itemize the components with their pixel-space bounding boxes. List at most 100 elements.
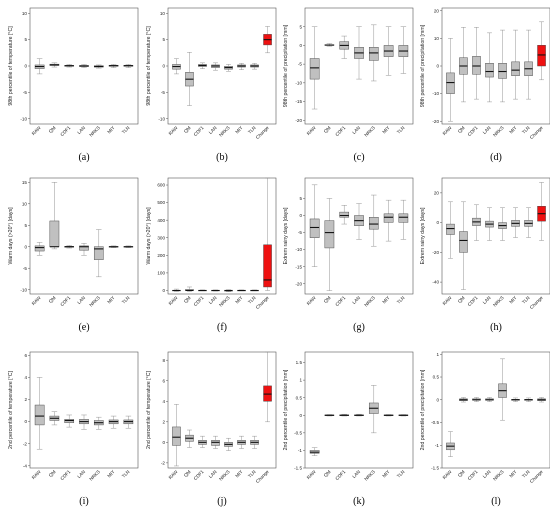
plot-frame bbox=[167, 7, 277, 125]
x-tick-label: RAW bbox=[442, 295, 453, 306]
x-tick-label: Change bbox=[529, 295, 544, 310]
box-cdf1 bbox=[339, 211, 350, 218]
y-tick-label: 0 bbox=[436, 64, 439, 69]
x-tick-label: NRKS bbox=[363, 125, 376, 138]
x-tick-label: MIY bbox=[106, 125, 115, 134]
y-tick-label: 2 bbox=[24, 397, 27, 402]
x-tick-label: TLN bbox=[247, 469, 257, 479]
box-cdf1 bbox=[64, 419, 75, 423]
y-tick-label: -1 bbox=[298, 448, 303, 453]
y-tick-label: -20 bbox=[432, 119, 439, 124]
y-tick-label: 0 bbox=[24, 419, 27, 424]
x-tick-label: MIY bbox=[106, 469, 115, 478]
y-tick-label: -5 bbox=[23, 266, 28, 271]
y-tick-label: 500 bbox=[157, 200, 165, 205]
x-tick-label: NRKS bbox=[88, 469, 101, 482]
box-miy bbox=[383, 213, 394, 223]
y-tick-label: -4 bbox=[23, 463, 28, 468]
x-tick-label: QM bbox=[183, 469, 192, 478]
y-tick-label: 0.5 bbox=[433, 375, 440, 380]
x-tick-label: TLN bbox=[247, 125, 257, 135]
x-tick-label: CDF1 bbox=[193, 295, 205, 307]
x-tick-label: NRKS bbox=[88, 125, 101, 138]
x-tick-label: NRKS bbox=[363, 469, 376, 482]
x-tick-label: RAW bbox=[306, 295, 317, 306]
x-tick-label: Change bbox=[255, 469, 270, 484]
panel-label: (a) bbox=[78, 152, 89, 163]
y-tick-label: 15 bbox=[22, 180, 28, 185]
y-tick-label: -10 bbox=[295, 247, 302, 252]
plot-frame bbox=[29, 177, 139, 295]
x-tick-label: Change bbox=[529, 469, 544, 484]
plot-frame bbox=[441, 351, 550, 469]
y-tick-label: 1 bbox=[436, 352, 439, 357]
x-tick-label: MIY bbox=[508, 295, 517, 304]
box-raw bbox=[34, 245, 45, 252]
x-tick-label: TLN bbox=[396, 295, 406, 305]
x-tick-label: NRKS bbox=[218, 295, 231, 308]
x-tick-label: MIY bbox=[381, 295, 390, 304]
x-tick-label: TLN bbox=[121, 469, 131, 479]
x-tick-label: CDF1 bbox=[334, 295, 346, 307]
x-tick-label: NRKS bbox=[492, 469, 505, 482]
panel-label: (e) bbox=[78, 322, 89, 333]
y-tick-label: -5 bbox=[23, 90, 28, 95]
x-tick-label: LAN bbox=[351, 469, 361, 479]
x-tick-label: LAN bbox=[482, 295, 492, 305]
y-tick-label: 5 bbox=[299, 24, 302, 29]
chart-panel-i: -4 -2 0 2 4 6 2nd percentile of temperature [°… bbox=[8, 351, 139, 507]
y-tick-label: -20 bbox=[295, 118, 302, 123]
x-tick-label: LAN bbox=[76, 295, 86, 305]
chart-panel-d: -20 -10 0 10 20 98th percentile of precipitat… bbox=[420, 7, 550, 163]
x-tick-label: NRKS bbox=[492, 125, 505, 138]
x-tick-label: RAW bbox=[31, 469, 42, 480]
y-tick-label: 0 bbox=[162, 440, 165, 445]
plot-frame bbox=[167, 177, 277, 295]
x-tick-label: CDF1 bbox=[467, 295, 479, 307]
chart-panel-e: -10 -5 0 5 10 15 Warm days (>20°) [days] RAW QM C… bbox=[8, 177, 139, 333]
x-tick-label: CDF1 bbox=[467, 469, 479, 481]
chart-panel-j: -2 0 2 4 6 8 2nd percentile of temperature [°C… bbox=[146, 351, 277, 507]
box-change bbox=[537, 45, 546, 67]
x-tick-label: MIY bbox=[508, 469, 517, 478]
x-tick-label: CDF1 bbox=[467, 125, 479, 137]
y-tick-label: -5 bbox=[161, 90, 166, 95]
y-tick-label: 0 bbox=[24, 64, 27, 69]
x-tick-label: QM bbox=[323, 295, 332, 304]
x-tick-label: RAW bbox=[168, 469, 179, 480]
y-axis-label: 2nd percentile of temperature [°C] bbox=[8, 370, 14, 448]
x-tick-label: QM bbox=[457, 469, 466, 478]
x-tick-label: QM bbox=[48, 295, 57, 304]
x-tick-label: LAN bbox=[208, 295, 218, 305]
x-tick-label: LAN bbox=[76, 469, 86, 479]
plot-frame bbox=[167, 351, 277, 469]
y-tick-label: 0 bbox=[299, 413, 302, 418]
box-raw bbox=[446, 72, 455, 94]
box-cdf1 bbox=[472, 56, 481, 75]
x-tick-label: LAN bbox=[482, 469, 492, 479]
y-tick-label: -5 bbox=[298, 62, 303, 67]
x-tick-label: QM bbox=[323, 125, 332, 134]
x-tick-label: TLN bbox=[121, 295, 131, 305]
x-tick-label: QM bbox=[48, 469, 57, 478]
box-change bbox=[263, 244, 272, 288]
x-tick-label: TLN bbox=[521, 125, 531, 135]
x-tick-label: CDF1 bbox=[334, 469, 346, 481]
x-tick-label: MIY bbox=[381, 469, 390, 478]
panel-label: (k) bbox=[353, 496, 365, 507]
box-nrks bbox=[498, 63, 507, 79]
y-tick-label: -1.5 bbox=[431, 466, 439, 471]
y-tick-label: 5 bbox=[24, 37, 27, 42]
chart-panel-h: -40 -20 0 20 Extrem rainy days [days] RAW QM CD… bbox=[420, 177, 550, 333]
y-axis-label: 98th percentile of precipitation [mm] bbox=[283, 24, 289, 107]
x-tick-label: CDF1 bbox=[193, 125, 205, 137]
x-tick-label: QM bbox=[183, 295, 192, 304]
chart-panel-a: -10 -5 0 5 10 98th percentile of temperature … bbox=[8, 7, 139, 163]
y-tick-label: 6 bbox=[162, 378, 165, 383]
y-tick-label: 0 bbox=[299, 43, 302, 48]
y-tick-label: 2 bbox=[162, 419, 165, 424]
x-tick-label: NRKS bbox=[363, 295, 376, 308]
y-axis-label: 98th percentile of temperature [°C] bbox=[8, 26, 14, 106]
y-tick-label: 0 bbox=[24, 244, 27, 249]
